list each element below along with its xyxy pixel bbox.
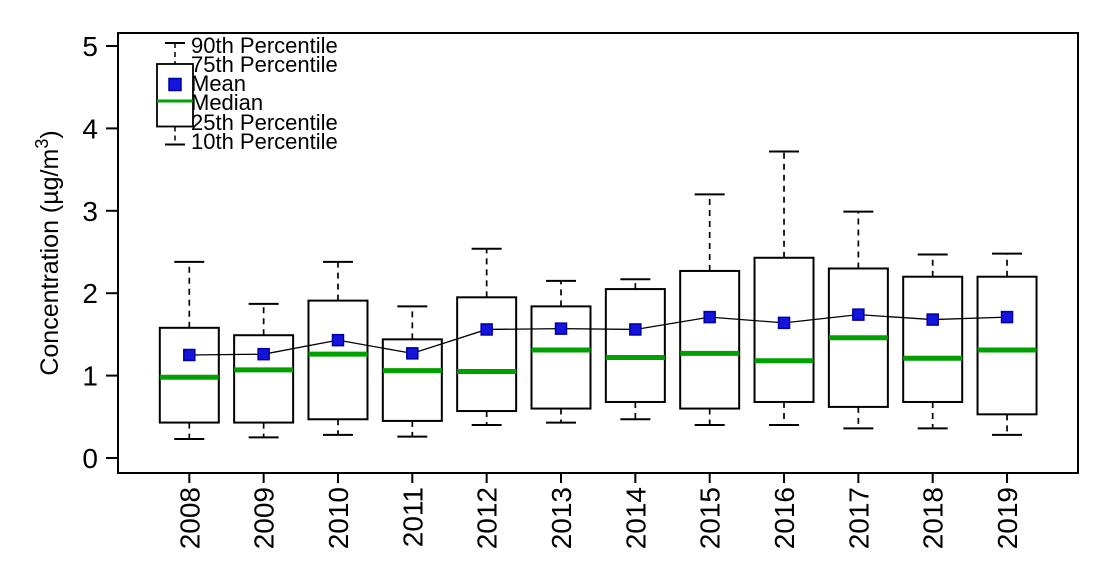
legend-label: Median [191, 90, 263, 115]
box-group-2015 [679, 193, 741, 427]
box-group-2017 [827, 210, 889, 430]
iqr-box [976, 275, 1038, 416]
mean-marker [406, 347, 419, 360]
mean-marker [257, 347, 270, 361]
legend-mean-marker [168, 77, 182, 92]
x-tick-label: 2011 [397, 487, 428, 547]
legend-label: 25th Percentile [191, 110, 338, 135]
mean-marker [777, 316, 791, 330]
y-tick-label: 1 [82, 361, 98, 392]
box-group-2019 [976, 252, 1038, 436]
mean-connector-line [189, 313, 1008, 356]
mean-marker [331, 333, 345, 347]
iqr-box [604, 288, 666, 403]
mean-marker [926, 313, 939, 326]
x-tick-label: 2014 [620, 487, 651, 549]
legend-label: 75th Percentile [191, 52, 338, 77]
x-tick-label: 2018 [918, 487, 949, 549]
x-tick-label: 2010 [323, 487, 354, 549]
x-tick-label: 2008 [174, 487, 205, 549]
x-tick-label: 2009 [249, 487, 280, 549]
mean-marker [629, 323, 642, 336]
x-tick-label: 2016 [769, 487, 800, 549]
iqr-box [456, 296, 518, 413]
y-tick-label: 0 [82, 443, 98, 474]
x-tick-label: 2012 [472, 487, 503, 549]
box-group-2018 [902, 253, 964, 430]
box-group-2016 [753, 150, 815, 427]
iqr-box [679, 269, 741, 410]
y-tick-label: 3 [82, 196, 98, 227]
box-group-2008 [158, 260, 220, 441]
legend-iqr-box [156, 63, 194, 128]
y-axis-title: Concentration (µg/m3) [32, 130, 64, 375]
mean-marker [554, 322, 568, 335]
iqr-box [902, 275, 964, 403]
box-group-2010 [307, 260, 369, 436]
x-tick-label: 2019 [992, 487, 1023, 549]
mean-marker [183, 348, 196, 362]
x-tick-label: 2015 [695, 487, 726, 549]
box-group-2012 [456, 247, 518, 427]
box-group-2014 [604, 278, 666, 421]
x-tick-label: 2017 [843, 487, 874, 549]
legend-label: Mean [191, 71, 246, 96]
legend-label: 90th Percentile [191, 33, 338, 58]
iqr-box [753, 256, 815, 403]
x-tick-label: 2013 [546, 487, 577, 549]
iqr-box [307, 299, 369, 421]
iqr-box [530, 305, 592, 410]
box-group-2009 [233, 302, 295, 439]
y-tick-label: 2 [82, 278, 98, 309]
y-tick-label: 5 [82, 31, 98, 62]
x-axis: 2008 2009 2010 2011 2012 2013 2014 2015 2016 2017… [174, 473, 1023, 549]
mean-marker [480, 323, 493, 336]
y-tick-label: 4 [82, 113, 98, 144]
y-axis: 0 1 2 3 4 5 [82, 31, 118, 474]
mean-marker [703, 310, 716, 324]
mean-marker [1000, 310, 1014, 324]
mean-marker [852, 308, 865, 321]
legend-label: 10th Percentile [191, 129, 338, 154]
